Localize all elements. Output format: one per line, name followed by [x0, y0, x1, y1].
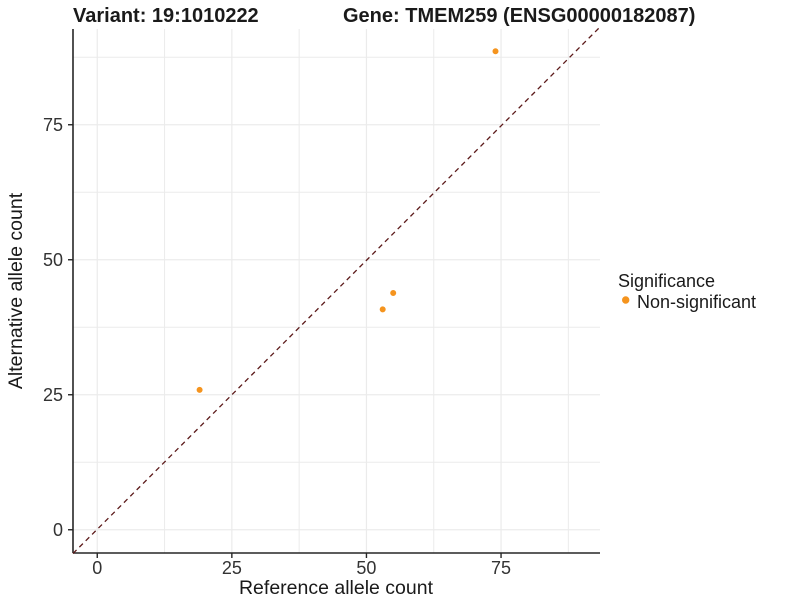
svg-text:25: 25 — [222, 558, 242, 578]
svg-text:Variant: 19:1010222: Variant: 19:1010222 — [73, 5, 259, 27]
svg-text:75: 75 — [491, 558, 511, 578]
svg-text:Alternative allele count: Alternative allele count — [5, 192, 27, 389]
svg-text:0: 0 — [53, 520, 63, 540]
svg-text:50: 50 — [356, 558, 376, 578]
svg-text:25: 25 — [43, 385, 63, 405]
svg-text:75: 75 — [43, 115, 63, 135]
svg-text:Significance: Significance — [618, 271, 715, 291]
svg-text:0: 0 — [92, 558, 102, 578]
svg-text:Gene: TMEM259 (ENSG00000182087: Gene: TMEM259 (ENSG00000182087) — [343, 5, 695, 27]
svg-text:50: 50 — [43, 250, 63, 270]
svg-text:Non-significant: Non-significant — [637, 292, 756, 312]
svg-text:Reference allele count: Reference allele count — [239, 577, 434, 599]
